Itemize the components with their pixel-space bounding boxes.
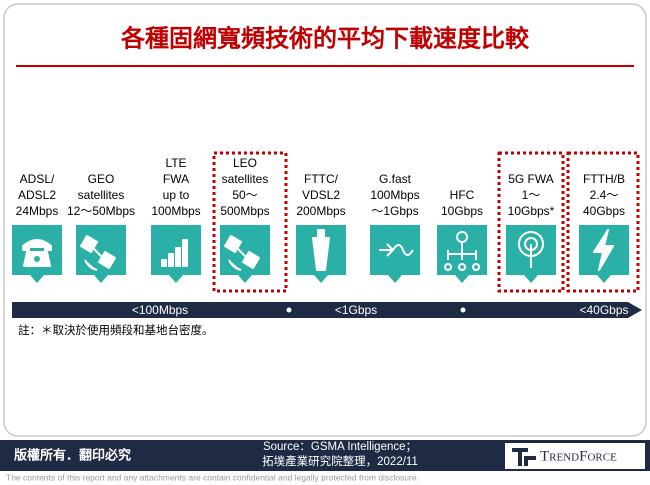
tech-icon: [593, 229, 614, 271]
tech-icon: [22, 239, 52, 267]
tech-label: ADSL/: [20, 172, 55, 186]
tech-icon-tip: [455, 275, 469, 283]
note: 註：＊取決於使用頻段和基地台密度。: [18, 323, 214, 337]
scale-label: <40Gbps: [579, 303, 628, 317]
tech-label: 200Mbps: [296, 204, 345, 218]
tech-label: 10Gbps: [441, 204, 483, 218]
tech-label: 1～: [522, 188, 541, 202]
tech-label: 500Mbps: [220, 204, 269, 218]
tech-label: 100Mbps: [151, 204, 200, 218]
tech-label: 100Mbps: [370, 188, 419, 202]
tech-icon: [161, 239, 188, 267]
tech-icon-tile: [220, 225, 270, 275]
source: 拓墣產業研究院整理，2022/11: [262, 454, 418, 468]
tech-icon-tip: [388, 275, 402, 283]
tech-label: satellites: [222, 172, 269, 186]
tech-label: LEO: [233, 156, 257, 170]
tech-icon-tile: [76, 225, 126, 275]
source: Source：GSMA Intelligence；: [263, 441, 417, 453]
logo: TrendForce: [540, 448, 617, 464]
tech-label: 2.4～: [590, 188, 619, 202]
frame: [3, 3, 647, 437]
tech-label: GEO: [88, 172, 115, 186]
highlight-box: [566, 151, 640, 293]
tech-icon-tip: [94, 275, 108, 283]
tech-icon-tile: [12, 225, 62, 275]
rights: 版權所有．翻印必究: [14, 447, 131, 462]
tech-label: FTTC/: [304, 172, 339, 186]
tech-label: G.fast: [379, 172, 412, 186]
tech-icon: [444, 231, 481, 271]
tech-label: satellites: [78, 188, 125, 202]
title: 各種固網寬頻技術的平均下載速度比較: [120, 24, 530, 53]
tech-icon-tip: [30, 275, 44, 283]
tech-icon: [80, 235, 116, 271]
tech-icon-tile: [370, 225, 420, 275]
tech-label: 40Gbps: [583, 204, 625, 218]
highlight-box: [212, 151, 288, 293]
tech-label: 10Gbps*: [508, 204, 555, 218]
tech-icon-tip: [169, 275, 183, 283]
tech-label: FTTH/B: [583, 172, 625, 186]
tech-label: ADSL2: [18, 188, 56, 202]
scale-label: <100Mbps: [132, 303, 188, 317]
tech-icon: [379, 243, 414, 257]
tech-label: HFC: [450, 188, 475, 202]
speed-arrow: [12, 302, 642, 318]
highlight-box: [497, 151, 565, 293]
tech-label: FWA: [163, 172, 189, 186]
tech-label: ～1Gbps: [371, 204, 418, 218]
tech-icon: [518, 231, 544, 268]
disclaimer: The contents of this report and any atta…: [6, 472, 419, 482]
tech-label: 50～: [232, 188, 257, 202]
tech-label: 5G FWA: [508, 172, 554, 186]
tech-icon: [312, 229, 330, 271]
tech-label: VDSL2: [302, 188, 340, 202]
tech-icon: [224, 235, 260, 271]
logo-mark: [512, 448, 536, 466]
separator-dot: [286, 307, 292, 313]
tech-icon-tip: [314, 275, 328, 283]
tech-label: 24Mbps: [16, 204, 59, 218]
scale-label: <1Gbps: [335, 303, 377, 317]
tech-icon-tip: [238, 275, 252, 283]
separator-dot: [460, 307, 466, 313]
tech-label: 12～50Mbps: [67, 204, 135, 218]
tech-icon-tip: [524, 275, 538, 283]
tech-label: LTE: [165, 156, 186, 170]
tech-label: up to: [163, 188, 190, 202]
tech-icon-tip: [597, 275, 611, 283]
